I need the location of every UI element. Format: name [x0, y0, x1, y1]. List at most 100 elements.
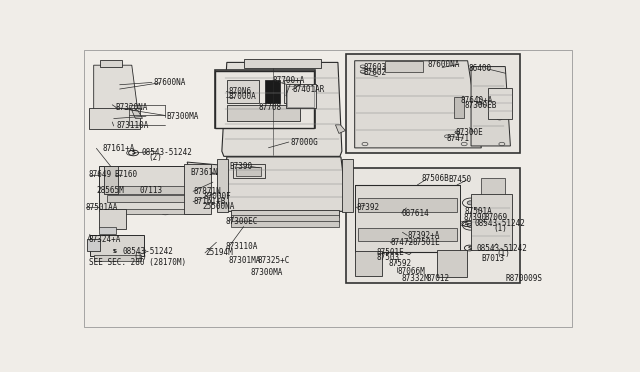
Text: 87161+B: 87161+B [193, 197, 225, 206]
Polygon shape [132, 110, 143, 118]
Bar [231, 221, 339, 227]
Text: 08543-51242: 08543-51242 [477, 244, 527, 253]
Text: 87871N: 87871N [193, 187, 221, 196]
Text: 87472: 87472 [390, 238, 413, 247]
Bar [358, 228, 457, 241]
Text: B7390: B7390 [230, 162, 253, 171]
Ellipse shape [217, 86, 225, 96]
Bar [100, 61, 122, 67]
Text: 87501E: 87501E [376, 247, 404, 257]
Text: (1): (1) [497, 248, 511, 258]
Text: 87324+A: 87324+A [89, 235, 122, 244]
Circle shape [230, 87, 236, 91]
Bar [184, 164, 211, 214]
Bar [227, 80, 259, 103]
Bar [231, 210, 339, 217]
Bar [215, 70, 315, 128]
Text: SEE SEC. 280 (28170M): SEE SEC. 280 (28170M) [89, 258, 186, 267]
Bar [110, 209, 199, 214]
Bar [94, 255, 141, 261]
Text: 87325+C: 87325+C [257, 256, 290, 264]
Polygon shape [335, 125, 346, 134]
Bar [99, 166, 211, 211]
Bar [236, 167, 261, 176]
Circle shape [161, 210, 169, 215]
Circle shape [444, 266, 451, 270]
Text: B7300MA: B7300MA [167, 112, 199, 121]
Bar [358, 198, 457, 212]
Text: 87300MA: 87300MA [251, 268, 283, 277]
Bar [346, 168, 520, 283]
Bar [436, 250, 467, 277]
Text: 86400: 86400 [469, 64, 492, 73]
Circle shape [467, 201, 474, 205]
Polygon shape [392, 214, 433, 234]
Text: 87161+A: 87161+A [103, 144, 135, 153]
Circle shape [107, 195, 115, 199]
Polygon shape [89, 108, 140, 129]
Text: (1): (1) [493, 224, 508, 233]
Bar [342, 159, 353, 212]
Bar [470, 194, 511, 250]
Text: (1): (1) [134, 251, 147, 260]
Bar [227, 105, 300, 121]
Text: (2): (2) [148, 153, 163, 162]
Text: 87401AR: 87401AR [292, 85, 324, 94]
Text: 87600NA: 87600NA [154, 78, 186, 87]
Bar [231, 215, 339, 222]
Polygon shape [388, 239, 416, 255]
Text: 25194M: 25194M [205, 248, 233, 257]
Circle shape [230, 170, 237, 174]
Text: 87332M: 87332M [401, 275, 429, 283]
Text: 087614: 087614 [401, 209, 429, 218]
Circle shape [107, 244, 115, 249]
Polygon shape [223, 157, 347, 211]
Text: 87471: 87471 [446, 134, 469, 142]
Text: 87300EC: 87300EC [225, 217, 258, 226]
Text: 87300E: 87300E [456, 128, 484, 137]
Bar [99, 209, 126, 228]
Text: S: S [465, 221, 469, 226]
Polygon shape [93, 65, 138, 110]
Text: 08543-51242: 08543-51242 [474, 219, 525, 228]
Circle shape [191, 196, 202, 203]
Bar [215, 71, 314, 128]
Text: 87300EB: 87300EB [465, 101, 497, 110]
Bar [88, 238, 100, 251]
Bar [233, 164, 265, 178]
Bar [346, 54, 520, 153]
Text: 87640+A: 87640+A [461, 96, 493, 105]
Circle shape [402, 220, 413, 227]
Text: 28565M: 28565M [97, 186, 124, 195]
Text: R870009S: R870009S [506, 275, 543, 283]
Bar [108, 195, 204, 202]
Text: 87301MA: 87301MA [229, 256, 261, 264]
Bar [90, 235, 145, 256]
Bar [287, 86, 314, 107]
Bar [385, 61, 423, 73]
Text: 87012: 87012 [426, 275, 449, 283]
Circle shape [455, 98, 460, 101]
Text: B7320NA: B7320NA [116, 103, 148, 112]
Circle shape [172, 205, 182, 210]
Text: 08543-51242: 08543-51242 [141, 148, 192, 157]
Text: 87603: 87603 [364, 63, 387, 72]
Circle shape [100, 240, 122, 253]
Polygon shape [288, 102, 312, 105]
Text: 870N6: 870N6 [228, 87, 252, 96]
Text: 87392: 87392 [356, 203, 380, 212]
Circle shape [455, 131, 460, 134]
Text: 87700+A: 87700+A [273, 76, 305, 85]
Text: B7160: B7160 [115, 170, 138, 179]
Text: 87066M: 87066M [397, 267, 425, 276]
Text: B7602: B7602 [364, 68, 387, 77]
Text: B7013: B7013 [482, 254, 505, 263]
Text: 87649: 87649 [89, 170, 112, 179]
Polygon shape [471, 67, 511, 146]
Bar [244, 59, 321, 68]
Circle shape [362, 266, 369, 270]
Text: 87501A: 87501A [465, 207, 493, 216]
Polygon shape [187, 162, 237, 176]
Text: 07113: 07113 [140, 186, 163, 195]
Text: 87390: 87390 [463, 212, 486, 222]
